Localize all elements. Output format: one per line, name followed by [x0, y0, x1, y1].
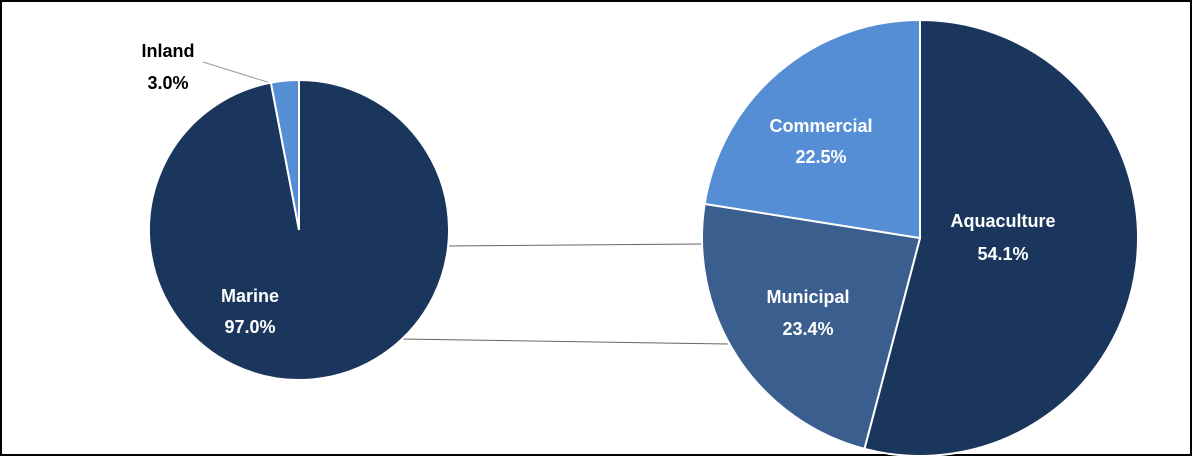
- pie-slice: [703, 18, 921, 240]
- value-label: 23.4%: [782, 319, 833, 339]
- slice-label: Aquaculture: [950, 211, 1055, 231]
- connector-line: [399, 338, 729, 345]
- value-label: 22.5%: [795, 147, 846, 167]
- pie-slice: [863, 18, 1139, 456]
- pie-slice: [701, 202, 922, 451]
- slice-label: Inland: [142, 41, 195, 61]
- slice-label: Commercial: [769, 116, 872, 136]
- value-label: 97.0%: [224, 317, 275, 337]
- connector-line: [446, 243, 703, 247]
- slice-label: Municipal: [766, 287, 849, 307]
- pie-slice: [269, 78, 300, 231]
- value-label: 54.1%: [977, 244, 1028, 264]
- leader-line: [202, 61, 281, 87]
- slice-label: Marine: [221, 286, 279, 306]
- value-label: 3.0%: [147, 73, 188, 93]
